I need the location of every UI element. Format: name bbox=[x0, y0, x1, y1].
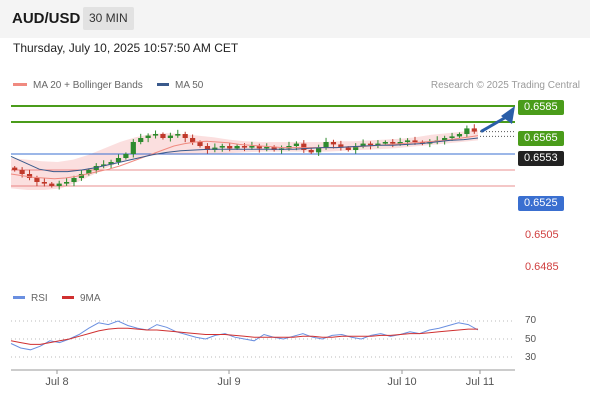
candle-body bbox=[41, 182, 47, 184]
candle-body bbox=[219, 146, 225, 148]
candle-body bbox=[419, 142, 425, 144]
candle-body bbox=[64, 182, 70, 184]
level-tag-0585: 0.6585 bbox=[518, 100, 564, 115]
candle-body bbox=[152, 134, 159, 136]
candle-body bbox=[256, 146, 262, 149]
candle-body bbox=[227, 146, 233, 149]
candle-body bbox=[145, 135, 151, 138]
ma50-line bbox=[10, 137, 479, 173]
candle-body bbox=[86, 170, 92, 174]
candle-body bbox=[338, 144, 344, 148]
candle-body bbox=[130, 142, 136, 154]
projection-arrowhead bbox=[501, 106, 515, 124]
legend-ma50: MA 50 bbox=[157, 80, 203, 91]
symbol-title: AUD/USD bbox=[12, 10, 81, 27]
candle-body bbox=[49, 183, 55, 186]
candle-body bbox=[160, 134, 166, 138]
level-label-0485: 0.6485 bbox=[525, 261, 559, 273]
candle-body bbox=[301, 143, 307, 150]
candle-body bbox=[108, 162, 114, 165]
legend-ma20: MA 20 + Bollinger Bands bbox=[13, 80, 143, 91]
candle-body bbox=[316, 147, 322, 153]
candle-body bbox=[308, 150, 314, 153]
x-label-jul8: Jul 8 bbox=[45, 376, 69, 388]
level-tag-0525: 0.6525 bbox=[518, 196, 564, 211]
chart-datetime: Thursday, July 10, 2025 10:57:50 AM CET bbox=[13, 41, 239, 55]
x-label-jul11: Jul 11 bbox=[465, 376, 495, 388]
rsi-ma-legend-label: 9MA bbox=[80, 293, 101, 304]
candle-body bbox=[56, 183, 62, 186]
level-label-0505: 0.6505 bbox=[525, 229, 559, 241]
candle-body bbox=[345, 147, 351, 150]
x-label-jul10: Jul 10 bbox=[387, 376, 417, 388]
candle-body bbox=[375, 143, 381, 146]
candle-body bbox=[464, 128, 470, 134]
rsi-legend-label: RSI bbox=[31, 293, 48, 304]
candle-body bbox=[249, 146, 255, 148]
projection-arrow bbox=[480, 114, 509, 133]
candle-body bbox=[367, 143, 374, 146]
candle-body bbox=[71, 178, 77, 182]
candle-body bbox=[138, 138, 144, 142]
candle-body bbox=[330, 142, 337, 145]
ma50-swatch bbox=[157, 82, 169, 86]
candle-body bbox=[323, 142, 329, 148]
candle-body bbox=[449, 136, 455, 138]
candle-body bbox=[360, 143, 366, 146]
candle-body bbox=[19, 170, 25, 174]
last-price-tag: 0.6553 bbox=[518, 151, 564, 166]
rsi-ma-line bbox=[10, 327, 478, 345]
candle-body bbox=[78, 174, 85, 178]
candle-body bbox=[175, 134, 181, 136]
rsi-swatch bbox=[13, 295, 25, 299]
candle-body bbox=[404, 140, 411, 142]
candle-body bbox=[12, 167, 18, 170]
level-tag-0565: 0.6565 bbox=[518, 131, 564, 146]
rsi-tick-70: 70 bbox=[525, 315, 537, 326]
x-label-jul9: Jul 9 bbox=[217, 376, 241, 388]
candle-body bbox=[115, 158, 122, 162]
candle-body bbox=[390, 142, 396, 144]
candle-body bbox=[382, 142, 388, 144]
candle-body bbox=[353, 146, 359, 150]
candle-body bbox=[34, 178, 40, 182]
ma50-legend-label: MA 50 bbox=[175, 80, 204, 91]
rsi-ma-swatch bbox=[62, 295, 74, 299]
candle-body bbox=[204, 146, 211, 150]
candle-body bbox=[264, 146, 270, 149]
candle-body bbox=[182, 134, 188, 138]
rsi-tick-30: 30 bbox=[525, 352, 537, 363]
candle-body bbox=[442, 138, 448, 141]
candle-body bbox=[412, 140, 418, 142]
timeframe-badge[interactable]: 30 MIN bbox=[83, 7, 134, 30]
rsi-tick-50: 50 bbox=[525, 334, 537, 345]
candle-body bbox=[167, 135, 173, 138]
credit-text: Research © 2025 Trading Central bbox=[430, 80, 580, 91]
candle-body bbox=[241, 146, 248, 148]
candle-body bbox=[197, 142, 203, 146]
candle-body bbox=[271, 146, 277, 150]
candle-body bbox=[123, 154, 129, 158]
rsi-legend: RSI bbox=[13, 293, 48, 304]
candle-body bbox=[456, 134, 463, 137]
candle-body bbox=[293, 143, 299, 146]
ma20-legend-label: MA 20 + Bollinger Bands bbox=[33, 80, 143, 91]
candle-body bbox=[234, 146, 240, 149]
candle-body bbox=[26, 174, 33, 178]
rsi-ma-legend: 9MA bbox=[62, 293, 101, 304]
chart-header: AUD/USD 30 MIN bbox=[0, 0, 590, 38]
candle-body bbox=[397, 142, 403, 144]
ma20-line bbox=[10, 135, 479, 180]
ma20-swatch bbox=[13, 82, 27, 86]
candle-body bbox=[190, 138, 196, 142]
candle-body bbox=[471, 128, 477, 132]
candle-body bbox=[101, 164, 107, 166]
